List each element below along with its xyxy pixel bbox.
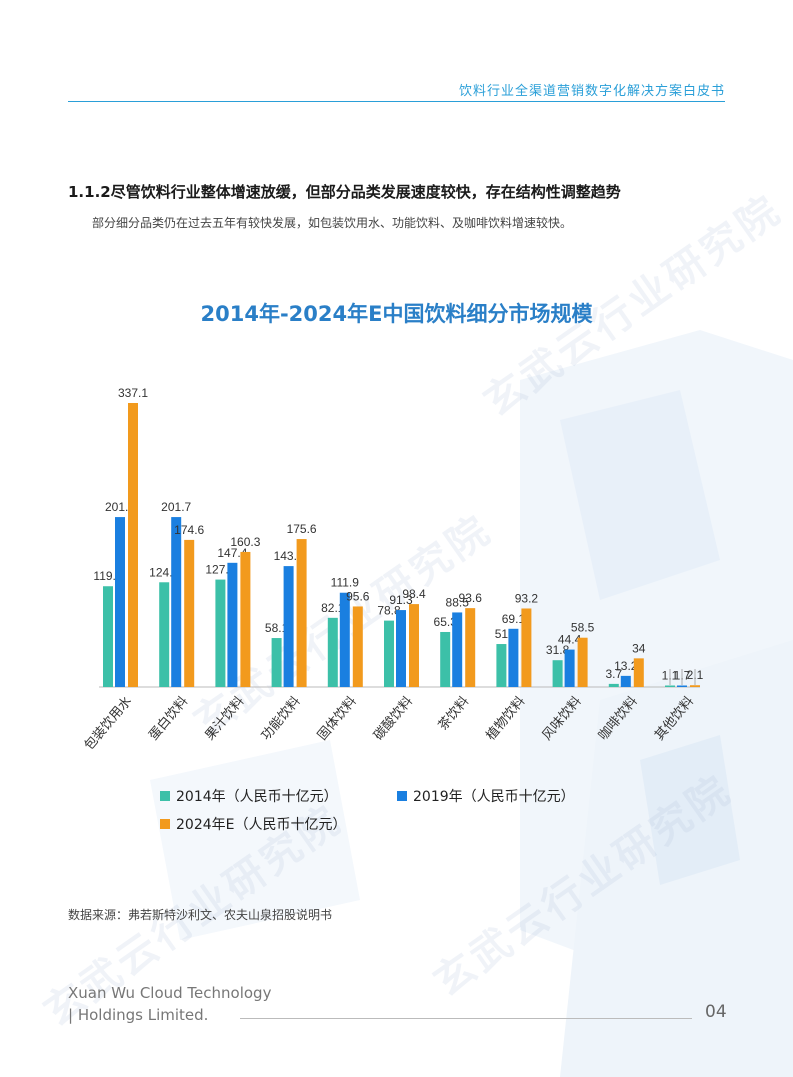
data-label: 98.4: [402, 587, 426, 601]
data-label: 111.9: [331, 576, 360, 590]
category-label: 植物饮料: [484, 694, 529, 743]
data-label: 58.5: [571, 621, 595, 635]
legend-item-2024: 2024年E（人民币十亿元）: [160, 814, 346, 834]
bar-2019: [115, 517, 125, 687]
legend-swatch-2014: [160, 791, 170, 801]
category-label: 咖啡饮料: [596, 694, 641, 743]
legend-swatch-2019: [397, 791, 407, 801]
page-number: 04: [705, 1002, 727, 1022]
bar-2024: [633, 658, 644, 687]
data-label: 91.3: [389, 593, 413, 607]
bar-2024: [690, 685, 700, 687]
bar-2019: [227, 562, 238, 687]
data-label: 58.1: [265, 621, 289, 635]
category-label: 风味饮料: [540, 694, 585, 743]
data-source: 数据来源：弗若斯特沙利文、农夫山泉招股说明书: [68, 908, 333, 922]
bar-2014: [327, 617, 338, 687]
data-label: 69.1: [502, 612, 526, 626]
bar-2019: [677, 685, 687, 687]
bar-2014: [271, 638, 282, 687]
data-label: 88.5: [446, 595, 470, 609]
legend-item-2019: 2019年（人民币十亿元）: [397, 786, 575, 806]
data-label: 13.2: [614, 659, 638, 673]
category-label: 包装饮用水: [82, 694, 135, 753]
data-label: 201.7: [161, 500, 191, 514]
bar-2014: [215, 579, 226, 687]
legend-swatch-2024: [160, 819, 170, 829]
data-label: 201.7: [105, 500, 135, 514]
bar-2019: [564, 649, 575, 687]
bar-2024: [577, 637, 588, 687]
bar-2019: [283, 566, 294, 687]
data-label: 143.5: [274, 549, 304, 563]
bar-2024: [352, 606, 363, 687]
bar-2014: [159, 582, 170, 687]
bar-2024: [521, 608, 532, 687]
data-label: 95.6: [346, 589, 370, 603]
data-label: 93.2: [515, 591, 539, 605]
data-label: 174.6: [174, 523, 204, 537]
data-label: 175.6: [287, 522, 317, 536]
bar-2014: [103, 586, 113, 687]
category-label: 果汁饮料: [203, 694, 248, 743]
category-label: 功能饮料: [259, 694, 304, 743]
legend-label-2024: 2024年E（人民币十亿元）: [176, 817, 347, 833]
category-label: 碳酸饮料: [371, 694, 416, 743]
footer-divider: [240, 1018, 692, 1019]
data-label: 31.8: [546, 643, 570, 657]
bar-2019: [339, 592, 350, 687]
data-label: 78.8: [377, 604, 401, 618]
category-label: 其他饮料: [652, 694, 697, 743]
data-label: 3.7: [605, 667, 622, 681]
legend-label-2014: 2014年（人民币十亿元）: [176, 789, 338, 805]
data-label: 147.4: [217, 546, 247, 560]
category-label: 蛋白饮料: [146, 693, 192, 743]
bar-chart: 119.6201.7337.1包装饮用水124.3201.7174.6蛋白饮料1…: [82, 386, 704, 753]
data-label: 51: [495, 627, 509, 641]
bar-2014: [665, 685, 675, 687]
bar-2019: [452, 612, 463, 687]
data-label: 82.1: [321, 601, 345, 615]
data-label: 337.1: [118, 386, 148, 400]
data-label: 160.3: [230, 535, 260, 549]
legend-item-2014: 2014年（人民币十亿元）: [160, 786, 338, 806]
data-label: 65.3: [434, 615, 458, 629]
category-label: 茶饮料: [435, 693, 472, 733]
header-divider: [68, 101, 725, 102]
section-heading: 1.1.2尽管饮料行业整体增速放缓，但部分品类发展速度较快，存在结构性调整趋势: [68, 183, 621, 201]
legend-label-2019: 2019年（人民币十亿元）: [413, 789, 575, 805]
bar-2024: [240, 551, 251, 687]
bar-2014: [384, 620, 394, 687]
bar-2024: [409, 604, 419, 687]
data-label: 44.4: [558, 633, 582, 647]
bar-2019: [508, 628, 519, 687]
bar-2019: [396, 610, 406, 687]
data-label: 93.6: [459, 591, 483, 605]
company-name: Xuan Wu Cloud Technology | Holdings Limi…: [68, 982, 271, 1026]
section-subtitle: 部分细分品类仍在过去五年有较快发展，如包装饮用水、功能饮料、及咖啡饮料增速较快。: [92, 216, 573, 230]
bar-2024: [184, 539, 195, 687]
header-title: 饮料行业全渠道营销数字化解决方案白皮书: [458, 84, 725, 99]
company-line-1: Xuan Wu Cloud Technology: [68, 984, 272, 1002]
bar-2014: [552, 660, 563, 687]
category-label: 固体饮料: [315, 694, 360, 743]
bar-2014: [496, 644, 507, 687]
bar-2019: [620, 675, 631, 687]
bar-2019: [171, 517, 182, 687]
data-label: 34: [632, 641, 646, 655]
bar-2024: [296, 539, 307, 687]
bar-2014: [608, 683, 619, 687]
bar-2024: [128, 403, 138, 687]
chart-title: 2014年-2024年E中国饮料细分市场规模: [200, 302, 593, 326]
bar-2014: [440, 631, 451, 687]
company-line-2: | Holdings Limited.: [68, 1006, 209, 1024]
bar-2024: [465, 608, 476, 687]
